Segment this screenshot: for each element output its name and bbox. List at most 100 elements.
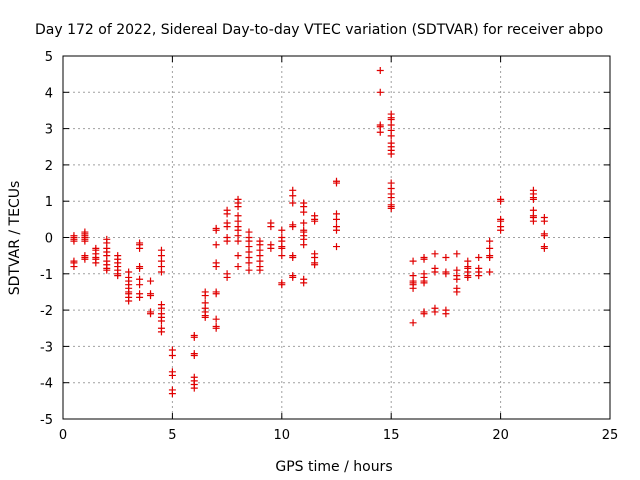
grid-layer [63, 56, 610, 419]
data-point [464, 273, 472, 281]
data-point [475, 253, 483, 261]
data-point [212, 290, 220, 298]
data-point [256, 266, 264, 274]
data-point [278, 244, 286, 252]
data-point [70, 263, 78, 271]
data-point [70, 237, 78, 245]
data-point [201, 292, 209, 300]
data-point [497, 226, 505, 234]
data-point [529, 217, 537, 225]
y-tick-label: -5 [40, 413, 53, 428]
data-point [453, 275, 461, 283]
data-point [81, 237, 89, 245]
data-point [125, 297, 133, 305]
x-tick-label: 10 [274, 428, 291, 443]
data-point [376, 128, 384, 136]
data-point [136, 281, 144, 289]
data-point [311, 217, 319, 225]
data-point [387, 194, 395, 202]
data-point [147, 277, 155, 285]
y-tick-label: -3 [40, 340, 53, 355]
x-tick-label: 25 [602, 428, 619, 443]
points-layer [70, 67, 548, 398]
data-point [300, 219, 308, 227]
y-tick-label: 2 [45, 159, 53, 174]
data-point [540, 232, 548, 240]
data-point [376, 88, 384, 96]
data-point [190, 351, 198, 359]
data-point [234, 252, 242, 260]
y-tick-label: 4 [45, 86, 53, 101]
data-point [234, 237, 242, 245]
data-point [190, 333, 198, 341]
data-point [333, 215, 340, 223]
data-point [234, 203, 242, 211]
data-point [431, 250, 439, 258]
data-point [136, 293, 144, 301]
data-point [431, 308, 439, 316]
data-point [289, 273, 297, 281]
x-tick-label: 5 [168, 428, 176, 443]
data-point [245, 266, 253, 274]
data-point [333, 243, 340, 251]
data-point [212, 226, 220, 234]
x-tick-label: 0 [59, 428, 67, 443]
y-tick-label: -2 [40, 304, 53, 319]
data-point [234, 263, 242, 271]
data-point [409, 257, 417, 265]
chart-title: Day 172 of 2022, Sidereal Day-to-day VTE… [35, 22, 603, 38]
data-point [409, 284, 417, 292]
y-tick-label: -4 [40, 377, 53, 392]
data-point [136, 244, 144, 252]
data-point [529, 195, 537, 203]
data-point [190, 384, 198, 392]
data-point [289, 192, 297, 200]
data-point [212, 241, 220, 249]
x-tick-label: 15 [383, 428, 400, 443]
data-point [81, 255, 89, 263]
data-point [387, 150, 395, 158]
data-point [223, 273, 231, 281]
data-point [420, 255, 428, 263]
data-point [486, 268, 494, 276]
data-point [136, 264, 144, 272]
data-point [278, 252, 286, 260]
data-point [300, 279, 308, 287]
data-point [387, 132, 395, 140]
data-point [486, 244, 494, 252]
data-point [168, 371, 176, 379]
data-point [442, 253, 450, 261]
data-point [453, 250, 461, 258]
data-point [168, 390, 176, 398]
data-point [212, 315, 220, 323]
data-point [486, 253, 494, 261]
data-point [267, 223, 275, 231]
data-point [278, 281, 286, 289]
y-tick-label: 5 [45, 50, 53, 65]
data-point [168, 351, 176, 359]
y-tick-label: 3 [45, 123, 53, 138]
x-tick-label: 20 [492, 428, 509, 443]
y-tick-label: 1 [45, 195, 53, 210]
data-point [103, 266, 111, 274]
data-point [278, 226, 286, 234]
data-point [114, 272, 122, 280]
data-point [147, 292, 155, 300]
data-point [453, 288, 461, 296]
y-tick-label: 0 [45, 232, 53, 247]
data-point [300, 241, 308, 249]
data-point [267, 244, 275, 252]
data-point [223, 210, 231, 218]
data-point [409, 319, 417, 327]
data-point [289, 253, 297, 261]
data-point [387, 204, 395, 212]
data-point [300, 208, 308, 216]
data-point [475, 272, 483, 280]
data-point [442, 270, 450, 278]
y-axis-label: SDTVAR / TECUs [7, 181, 23, 296]
data-point [157, 328, 165, 336]
data-point [431, 268, 439, 276]
data-point [420, 279, 428, 287]
data-point [157, 268, 165, 276]
